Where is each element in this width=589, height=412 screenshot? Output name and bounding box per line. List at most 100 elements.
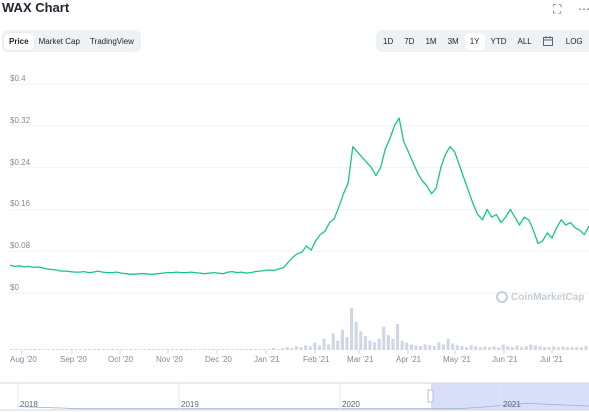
- volume-bar: [584, 346, 588, 350]
- volume-bar: [281, 348, 285, 350]
- y-tick-label: $0.16: [10, 199, 31, 209]
- volume-bar: [221, 349, 225, 350]
- y-tick-label: $0.24: [10, 157, 31, 167]
- volume-bar: [230, 349, 234, 350]
- range-7d[interactable]: 7D: [404, 36, 415, 46]
- volume-bar: [143, 349, 147, 350]
- y-tick-label: $0.4: [10, 74, 26, 83]
- navigator-year-label: 2021: [503, 400, 521, 409]
- volume-bar: [193, 349, 197, 350]
- navigator-line: [17, 402, 589, 410]
- volume-bar: [28, 349, 32, 350]
- x-tick-label: May '21: [443, 355, 471, 364]
- volume-bar: [203, 349, 207, 350]
- volume-bar: [524, 346, 528, 350]
- volume-bar: [428, 345, 432, 350]
- volume-bar: [373, 342, 377, 350]
- range-all[interactable]: ALL: [517, 36, 532, 46]
- volume-bar: [497, 347, 501, 350]
- volume-bar: [552, 346, 556, 350]
- volume-bar: [340, 329, 344, 350]
- volume-bar: [198, 349, 202, 350]
- volume-bar: [267, 349, 271, 350]
- volume-bar: [446, 338, 450, 350]
- volume-bar: [464, 347, 469, 350]
- volume-bar: [561, 346, 565, 350]
- chart-type-tabs: Price Market Cap TradingView: [2, 30, 141, 52]
- x-tick-label: Sep '20: [60, 355, 87, 364]
- x-tick-label: Feb '21: [303, 355, 330, 364]
- x-tick-label: Oct '20: [108, 355, 134, 364]
- volume-bar: [239, 349, 243, 350]
- volume-bar: [152, 349, 156, 350]
- log-toggle[interactable]: LOG: [565, 36, 583, 46]
- volume-bar: [216, 349, 220, 350]
- volume-bar: [460, 346, 464, 350]
- volume-bar: [78, 349, 83, 350]
- volume-bar: [322, 338, 326, 350]
- volume-bar: [487, 347, 491, 350]
- volume-bar: [510, 347, 514, 350]
- volume-bar: [92, 349, 96, 350]
- volume-bar: [327, 344, 331, 350]
- x-tick-label: Jan '21: [254, 355, 280, 364]
- volume-bar: [520, 347, 524, 350]
- volume-bar: [166, 349, 170, 350]
- volume-bar: [317, 345, 321, 350]
- volume-bar: [69, 349, 73, 350]
- range-3m[interactable]: 3M: [447, 36, 459, 46]
- volume-bar: [235, 349, 239, 350]
- range-1y[interactable]: 1Y: [464, 32, 485, 50]
- range-1d[interactable]: 1D: [383, 36, 394, 46]
- volume-bar: [350, 308, 354, 350]
- more-icon[interactable]: ⋯: [578, 2, 589, 16]
- volume-bar: [147, 349, 151, 350]
- volume-bar: [400, 340, 404, 350]
- fullscreen-icon[interactable]: ⛶: [553, 2, 562, 16]
- tab-price[interactable]: Price: [4, 32, 34, 50]
- volume-bar: [157, 349, 161, 350]
- volume-bar: [138, 349, 142, 350]
- volume-bar: [423, 344, 427, 350]
- y-tick-label: $0: [10, 283, 19, 292]
- volume-bar: [10, 349, 14, 350]
- volume-bar: [74, 349, 78, 350]
- volume-bar: [377, 338, 381, 350]
- x-tick-label: Mar '21: [347, 355, 374, 364]
- volume-bar: [19, 349, 23, 350]
- volume-bar: [478, 347, 482, 350]
- tab-tradingview[interactable]: TradingView: [89, 36, 134, 46]
- x-tick-label: Jun '21: [492, 355, 518, 364]
- volume-bar: [134, 349, 138, 350]
- volume-bar: [533, 345, 537, 350]
- volume-bar: [382, 326, 386, 350]
- volume-bar: [115, 349, 119, 350]
- range-ytd[interactable]: YTD: [490, 36, 507, 46]
- tab-market-cap[interactable]: Market Cap: [38, 36, 80, 46]
- volume-bar: [538, 346, 542, 350]
- volume-bar: [575, 347, 579, 350]
- volume-bar: [290, 348, 294, 350]
- volume-bar: [55, 349, 60, 350]
- volume-bar: [276, 349, 280, 350]
- y-tick-label: $0.32: [10, 115, 31, 125]
- volume-bar: [294, 346, 298, 350]
- range-1m[interactable]: 1M: [425, 36, 437, 46]
- volume-bar: [515, 345, 519, 350]
- navigator-handle: [427, 389, 434, 403]
- volume-bar: [506, 346, 510, 350]
- volume-bar: [336, 340, 340, 350]
- volume-bar: [391, 338, 395, 350]
- watermark-text: CoinMarketCap: [511, 291, 585, 303]
- time-range-selector: 1D 7D 1M 3M 1Y YTD ALL LOG: [376, 30, 589, 52]
- volume-bar: [248, 349, 253, 350]
- volume-bar: [65, 349, 69, 350]
- calendar-icon[interactable]: [542, 36, 553, 46]
- volume-bar: [299, 347, 303, 350]
- navigator-selection: [431, 383, 589, 410]
- volume-bar: [354, 322, 358, 350]
- volume-bar: [308, 346, 312, 350]
- volume-bar: [432, 346, 436, 350]
- volume-bar: [474, 346, 478, 350]
